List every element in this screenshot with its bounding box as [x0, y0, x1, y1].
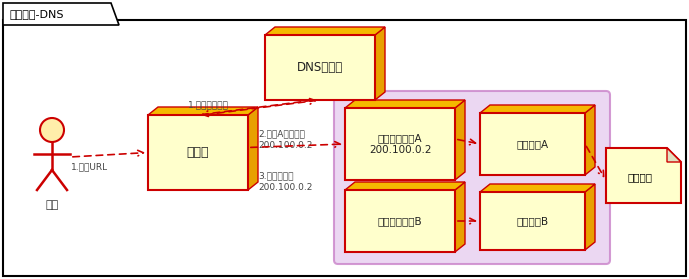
FancyBboxPatch shape — [480, 192, 585, 250]
FancyBboxPatch shape — [480, 113, 585, 175]
Text: 负载均衡设备B: 负载均衡设备B — [378, 216, 422, 226]
Polygon shape — [455, 100, 465, 180]
Circle shape — [40, 118, 64, 142]
FancyBboxPatch shape — [345, 190, 455, 252]
Text: 用户: 用户 — [45, 200, 59, 210]
Text: 应用集群B: 应用集群B — [517, 216, 548, 226]
Text: 应用集群A: 应用集群A — [517, 139, 548, 149]
Text: DNS服务器: DNS服务器 — [297, 61, 343, 74]
Polygon shape — [606, 148, 681, 203]
Polygon shape — [345, 182, 465, 190]
Polygon shape — [585, 105, 595, 175]
Polygon shape — [345, 100, 465, 108]
Polygon shape — [585, 184, 595, 250]
Polygon shape — [265, 27, 385, 35]
Polygon shape — [248, 107, 258, 190]
Polygon shape — [148, 107, 258, 115]
Text: 负载均衡-DNS: 负载均衡-DNS — [9, 9, 63, 19]
FancyBboxPatch shape — [345, 108, 455, 180]
Polygon shape — [455, 182, 465, 252]
Polygon shape — [480, 105, 595, 113]
Polygon shape — [480, 184, 595, 192]
Text: 浏览器: 浏览器 — [187, 146, 209, 159]
Text: 2.返回A记录地址
200.100.0.2: 2.返回A记录地址 200.100.0.2 — [258, 130, 312, 150]
FancyBboxPatch shape — [265, 35, 375, 100]
Text: 网站机房: 网站机房 — [628, 172, 652, 182]
Text: 3.浏览器请求
200.100.0.2: 3.浏览器请求 200.100.0.2 — [258, 172, 312, 193]
FancyBboxPatch shape — [334, 91, 610, 264]
Polygon shape — [3, 3, 119, 25]
FancyBboxPatch shape — [148, 115, 248, 190]
Polygon shape — [375, 27, 385, 100]
Text: 1.请求域名解析: 1.请求域名解析 — [187, 100, 229, 109]
Polygon shape — [667, 148, 681, 162]
Text: 负载均衡设备A
200.100.0.2: 负载均衡设备A 200.100.0.2 — [369, 133, 431, 155]
Text: 1.输入URL: 1.输入URL — [72, 162, 109, 172]
